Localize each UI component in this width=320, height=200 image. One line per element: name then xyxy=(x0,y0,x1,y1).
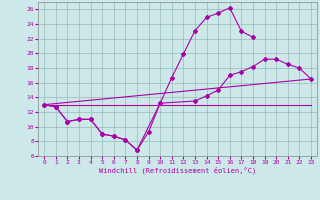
X-axis label: Windchill (Refroidissement éolien,°C): Windchill (Refroidissement éolien,°C) xyxy=(99,167,256,174)
